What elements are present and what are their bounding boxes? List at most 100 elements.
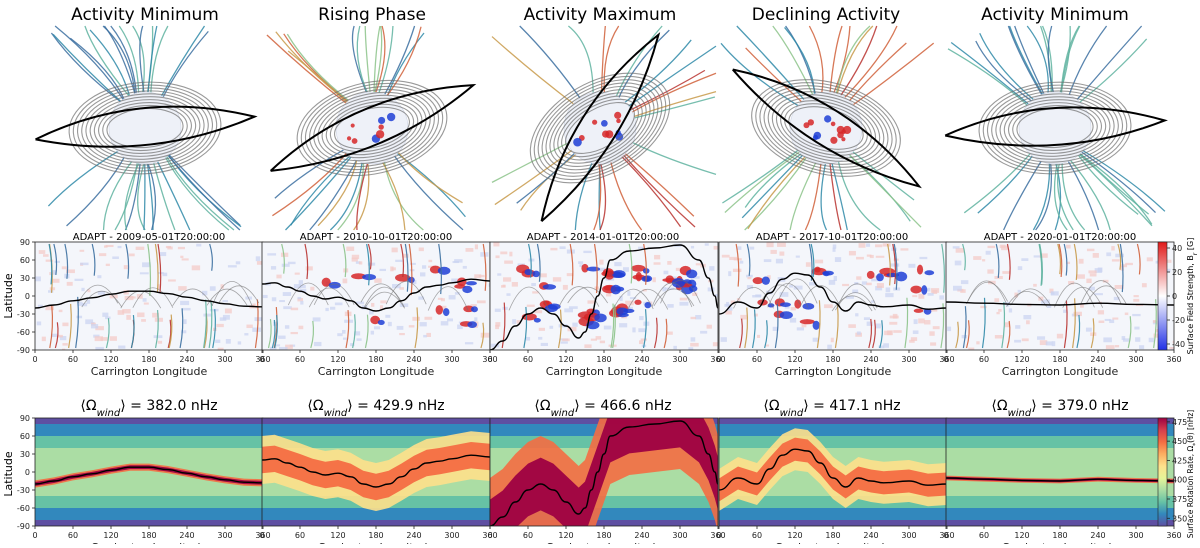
field-map-xtick-label-4-300: 300	[901, 355, 916, 364]
field-map-xtick-label-3-120: 120	[558, 355, 573, 364]
field-map-xtick-label-1-60: 60	[68, 355, 78, 364]
field-map-panel-2: 0 60 120 180 240 300 360 Carrington Longitude	[259, 241, 498, 378]
field-map-frame-3	[489, 241, 719, 351]
rotation-core-band-4	[719, 437, 947, 502]
field-map-xtick-label-2-360: 360	[482, 355, 497, 364]
field-colorbar-tick-label-40: 40	[1172, 244, 1182, 253]
rotation-neutral-line-4	[719, 448, 947, 491]
rotation-map-ytick-label-1--60: -60	[17, 504, 30, 513]
rotation-map-xtick-label-4-120: 120	[787, 531, 802, 540]
field-line-renderings-row: Activity Minimum Rising Phase Activity M…	[35, 5, 1168, 231]
rotation-colorbar-tick-label-425: 425	[1172, 456, 1187, 465]
field-map-xtick-label-4-60: 60	[752, 355, 762, 364]
rotation-colorbar-tick-label-350: 350	[1172, 514, 1187, 523]
field-map-xtick-label-5-0: 0	[943, 355, 948, 364]
rotation-neutral-line-3	[490, 420, 718, 526]
field-map-xtick-label-2-300: 300	[444, 355, 459, 364]
field-map-xtick-label-1-180: 180	[141, 355, 156, 364]
bot-colorbar-label: Surface Rotation Rate, Ω*(θ) [nHz]	[1186, 410, 1199, 538]
rotation-map-frame-3	[489, 417, 719, 527]
top-title-3: Activity Maximum	[524, 5, 677, 25]
rotation-map-xtick-label-1-300: 300	[217, 531, 232, 540]
rotation-colorbar-tick-label-475: 475	[1172, 418, 1187, 427]
field-map-xtick-label-3-240: 240	[634, 355, 649, 364]
rotation-colorbar	[1157, 417, 1168, 527]
bot-ylabel: Latitude	[2, 451, 15, 497]
rotation-map-ytick-label-1-60: 60	[20, 432, 30, 441]
rotation-map-frame-5	[945, 417, 1175, 527]
field-map-frame-5	[945, 241, 1175, 351]
rotation-map-xtick-label-3-120: 120	[558, 531, 573, 540]
rotation-map-ytick-label-1--30: -30	[17, 486, 30, 495]
rotation-map-xtick-label-2-60: 60	[295, 531, 305, 540]
field-map-xtick-label-5-60: 60	[979, 355, 989, 364]
field-map-xtick-label-2-60: 60	[295, 355, 305, 364]
rotation-map-xtick-label-4-60: 60	[752, 531, 762, 540]
top-title-5: Activity Minimum	[981, 5, 1129, 25]
field-map-ytick-label-1--90: -90	[17, 346, 30, 355]
field-map-xtick-label-5-180: 180	[1052, 355, 1067, 364]
rotation-map-ytick-label-1-30: 30	[20, 450, 30, 459]
field-map-xtick-label-3-300: 300	[672, 355, 687, 364]
field-map-bg-1	[35, 242, 263, 350]
rotation-map-xtick-label-3-180: 180	[596, 531, 611, 540]
current-sheet-2	[269, 83, 477, 172]
field-line-render-2	[266, 25, 477, 231]
field-map-panel-3: 0 60 120 180 240 300 360 Carrington Longitude	[487, 241, 726, 378]
omega-title-4: ⟨Ωwind⟩ = 417.1 nHz	[763, 398, 900, 419]
rotation-map-xtick-label-5-240: 240	[1090, 531, 1105, 540]
field-map-xtick-label-2-180: 180	[368, 355, 383, 364]
field-map-xtick-label-4-360: 360	[939, 355, 954, 364]
field-line-render-1	[35, 25, 258, 231]
rotation-map-xtick-label-2-180: 180	[368, 531, 383, 540]
rotation-map-xtick-label-5-0: 0	[943, 531, 948, 540]
neutral-line-5	[946, 301, 1174, 306]
current-sheet-5	[944, 106, 1168, 147]
field-map-xtick-label-3-360: 360	[710, 355, 725, 364]
field-map-xtick-label-3-0: 0	[487, 355, 492, 364]
field-map-ytick-label-1-30: 30	[20, 274, 30, 283]
top-title-4: Declining Activity	[752, 5, 900, 25]
field-map-xtick-label-4-0: 0	[716, 355, 721, 364]
omega-title-2: ⟨Ωwind⟩ = 429.9 nHz	[307, 398, 444, 419]
rotation-map-xtick-label-2-120: 120	[330, 531, 345, 540]
rotation-map-xtick-label-1-360: 360	[255, 531, 270, 540]
rotation-map-xtick-label-3-0: 0	[487, 531, 492, 540]
rotation-map-ytick-label-1--90: -90	[17, 522, 30, 531]
field-map-xtick-label-4-180: 180	[825, 355, 840, 364]
rotation-map-xtick-label-3-300: 300	[672, 531, 687, 540]
rotation-map-xtick-label-4-180: 180	[825, 531, 840, 540]
field-map-xtick-label-2-120: 120	[330, 355, 345, 364]
field-colorbar	[1157, 241, 1168, 351]
rotation-map-xtick-label-5-120: 120	[1014, 531, 1029, 540]
field-map-xtick-label-5-240: 240	[1090, 355, 1105, 364]
field-map-xlabel-1: Carrington Longitude	[91, 365, 208, 378]
mid-ylabel: Latitude	[2, 273, 15, 319]
field-line-render-5	[944, 25, 1168, 231]
field-map-panel-5: 0 60 120 180 240 300 360 Carrington Longitude	[943, 241, 1182, 378]
field-map-xlabel-5: Carrington Longitude	[1002, 365, 1119, 378]
rotation-neutral-line-2	[262, 454, 490, 488]
rotation-map-xtick-label-2-300: 300	[444, 531, 459, 540]
field-map-ytick-label-1--30: -30	[17, 310, 30, 319]
rotation-fast-band-5	[946, 475, 1174, 484]
rotation-colorbar-tick-label-375: 375	[1172, 495, 1187, 504]
field-map-xtick-label-1-360: 360	[255, 355, 270, 364]
field-map-xtick-label-1-0: 0	[32, 355, 37, 364]
rotation-colorbar-tick-label-450: 450	[1172, 437, 1187, 446]
field-map-xlabel-4: Carrington Longitude	[775, 365, 892, 378]
rotation-map-xtick-label-4-360: 360	[939, 531, 954, 540]
field-map-xtick-label-2-0: 0	[259, 355, 264, 364]
rotation-colorbar-tick-label-400: 400	[1172, 476, 1187, 485]
rotation-map-xtick-label-4-300: 300	[901, 531, 916, 540]
field-map-xtick-label-3-60: 60	[523, 355, 533, 364]
current-sheet-1	[35, 105, 258, 148]
field-colorbar-tick-label--20: -20	[1172, 316, 1185, 325]
field-map-panel-1: 0 60 120 180 240 300 360 -90 -60 -30 0 30 60 90 Carrin…	[17, 238, 271, 378]
rotation-neutral-line-1	[35, 466, 263, 485]
current-sheet-3	[540, 32, 661, 223]
rotation-map-xtick-label-5-180: 180	[1052, 531, 1067, 540]
